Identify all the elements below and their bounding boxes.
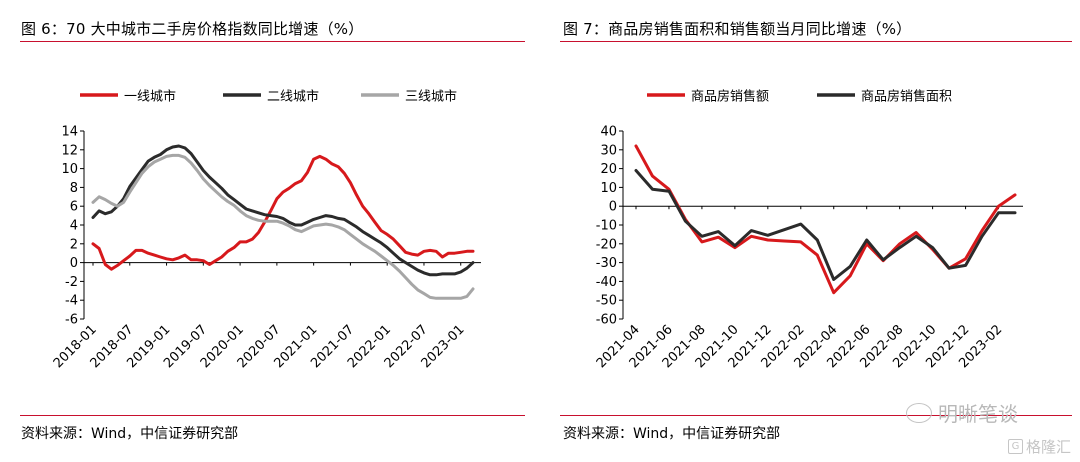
series-line-1 bbox=[634, 144, 1017, 295]
wechat-icon bbox=[906, 402, 932, 423]
y-tick-label: 10 bbox=[600, 181, 617, 196]
left-source-rule bbox=[20, 415, 525, 416]
y-tick-label: 8 bbox=[70, 181, 78, 196]
right-source-note: 资料来源：Wind，中信证券研究部 bbox=[563, 426, 781, 442]
y-tick-label: 14 bbox=[61, 125, 78, 140]
left-source-note: 资料来源：Wind，中信证券研究部 bbox=[21, 426, 239, 442]
right-source-rule bbox=[560, 415, 1072, 416]
wechat-watermark-text: 明晰笔谈 bbox=[938, 402, 1018, 426]
series-line-1 bbox=[91, 154, 475, 271]
series-line-2 bbox=[634, 169, 1017, 281]
legend-label: 三线城市 bbox=[405, 89, 457, 105]
y-tick-label: 10 bbox=[61, 162, 78, 177]
y-tick-label: 4 bbox=[70, 219, 78, 234]
corner-watermark: G 格隆汇 bbox=[1008, 436, 1071, 457]
legend-label: 二线城市 bbox=[267, 89, 319, 105]
y-tick-label: 20 bbox=[600, 162, 617, 177]
y-tick-label: 6 bbox=[70, 200, 78, 215]
y-tick-label: -10 bbox=[596, 219, 617, 234]
legend-label: 商品房销售额 bbox=[691, 89, 769, 105]
y-tick-label: 0 bbox=[609, 200, 617, 215]
y-tick-label: 12 bbox=[61, 143, 78, 158]
y-tick-label: 40 bbox=[600, 125, 617, 140]
y-tick-label: -60 bbox=[596, 313, 617, 328]
left-figure-title: 图 6：70 大中城市二手房价格指数同比增速（%） bbox=[21, 20, 364, 38]
right-title-rule bbox=[560, 41, 1072, 42]
y-tick-label: 30 bbox=[600, 143, 617, 158]
corner-watermark-text: 格隆汇 bbox=[1026, 438, 1072, 456]
y-tick-label: -40 bbox=[596, 275, 617, 290]
y-tick-label: -30 bbox=[596, 256, 617, 271]
y-tick-label: -50 bbox=[596, 294, 617, 309]
legend-label: 一线城市 bbox=[124, 89, 176, 105]
right-line-chart: -60-50-40-30-20-100102030402021-042021-0… bbox=[594, 89, 1023, 371]
brand-g-icon: G bbox=[1008, 439, 1023, 454]
y-tick-label: -20 bbox=[596, 237, 617, 252]
legend-label: 商品房销售面积 bbox=[861, 89, 952, 105]
y-tick-label: -4 bbox=[65, 294, 78, 309]
series-line-2 bbox=[91, 144, 475, 277]
y-tick-label: 2 bbox=[70, 237, 78, 252]
y-tick-label: -2 bbox=[65, 275, 78, 290]
y-tick-label: -6 bbox=[65, 313, 78, 328]
y-tick-label: 0 bbox=[70, 256, 78, 271]
left-line-chart: -6-4-2024681012142018-012018-072019-0120… bbox=[51, 89, 481, 371]
wechat-watermark: 明晰笔谈 bbox=[906, 398, 1018, 427]
left-title-rule bbox=[20, 41, 525, 42]
series-line-3 bbox=[91, 153, 475, 300]
right-figure-title: 图 7：商品房销售面积和销售额当月同比增速（%） bbox=[563, 20, 912, 38]
